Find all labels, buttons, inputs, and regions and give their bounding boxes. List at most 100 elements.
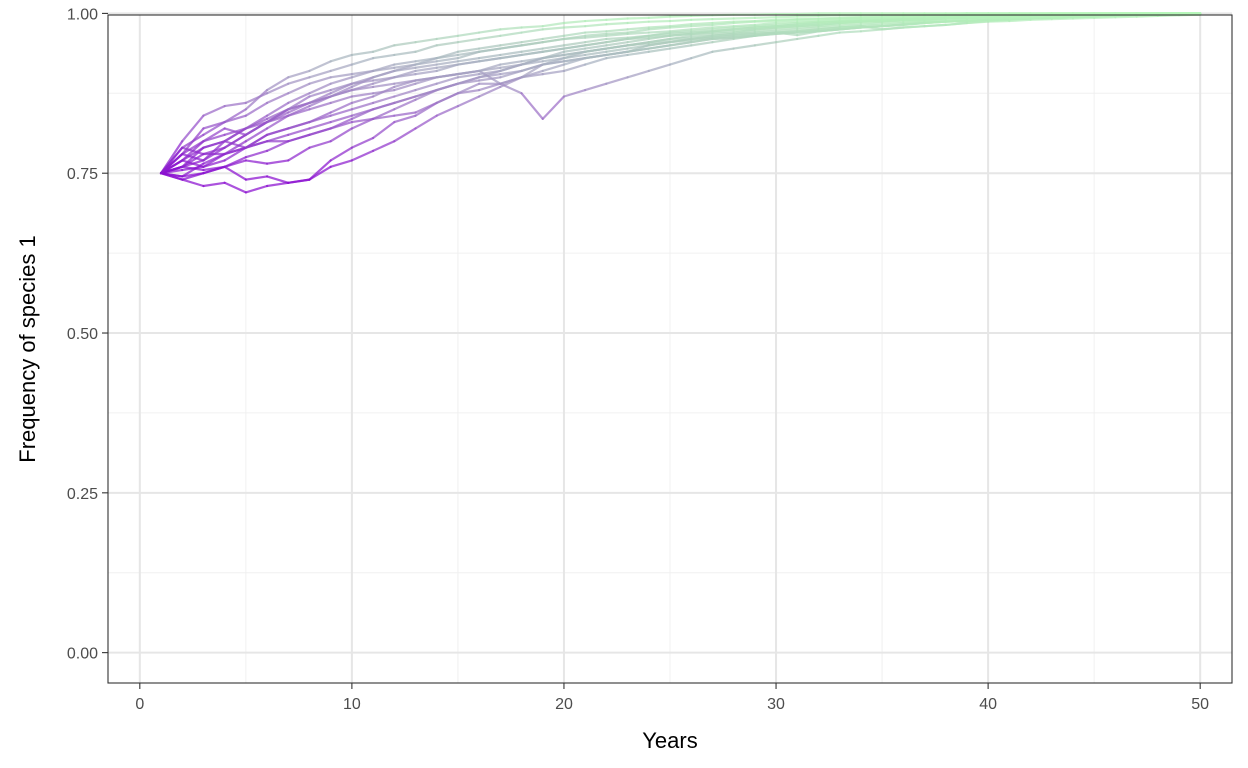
series-segment [902,17,926,21]
series-segment [626,50,650,57]
series-segment [817,28,841,33]
series-segment [711,28,735,33]
series-segment [626,31,650,35]
series-segment [562,41,587,47]
series-segment [605,47,629,53]
series-segment [753,41,778,47]
series-segment [244,159,269,165]
series-segment [1071,16,1096,20]
series-segment [1093,16,1117,19]
series-segment [414,76,438,85]
series-segment [287,95,311,111]
series-segment [202,181,226,188]
series-segment [605,50,629,57]
series-segment [329,117,353,130]
series-segment [350,136,375,149]
series-segment [329,63,353,73]
series-segment [329,101,353,114]
series-segment [499,41,523,47]
series-segment [732,20,756,25]
series-segment [435,57,460,63]
series-segment [902,25,926,29]
series-segment [308,159,332,181]
series-segment [287,120,311,130]
series-segment [668,57,693,66]
series-segment [690,37,714,44]
series-segment [414,101,438,114]
series-segment [244,149,269,159]
series-segment [287,69,311,79]
series-segment [1008,17,1032,21]
series-segment [880,20,905,25]
series-segment [456,76,481,85]
series-segment [223,146,247,156]
series-segment [499,60,523,66]
series-segment [605,37,629,44]
series-segment [1008,16,1032,19]
series-segment [414,44,438,53]
series-segment [181,140,205,156]
series-segment [774,25,799,29]
y-tick-label: 1.00 [67,6,98,23]
series-segment [223,156,247,168]
series-segment [308,92,332,104]
series-segment [774,21,799,27]
series-segment [902,14,926,18]
series-segment [880,23,905,28]
series-segment [690,36,714,42]
series-segment [838,26,862,31]
series-segment [965,20,990,25]
series-segment [414,66,438,73]
series-segment [308,76,332,85]
series-segment [562,31,587,37]
series-segment [584,44,608,50]
series-segment [774,30,799,34]
series-segment [626,41,650,47]
series-segment [435,63,460,69]
series-segment [308,120,332,130]
series-segment [562,53,587,60]
series-segment [435,76,460,85]
series-segment [880,16,905,20]
series-segment [605,31,629,35]
series-segment [499,50,523,57]
series-segment [308,101,332,111]
series-segment [753,19,778,23]
series-segment [414,89,438,98]
series-segment [181,159,205,168]
series-segment [478,28,502,34]
series-segment [159,152,184,175]
series-segment [690,28,714,33]
series-segment [541,44,566,50]
series-segment [414,57,438,66]
series-segment [584,47,608,53]
series-segment [753,31,778,35]
series-segment [478,69,502,76]
series-segment [711,25,735,29]
series-segment [796,14,820,18]
series-segment [668,41,693,47]
series-segment [753,32,778,37]
series-segment [520,28,544,34]
series-segment [605,32,629,37]
series-segment [753,25,778,29]
series-segment [393,50,417,57]
series-segment [265,111,290,124]
series-segment [690,26,714,31]
series-segment [605,44,629,50]
series-segment [456,50,481,57]
series-segment [244,175,269,181]
series-segment [584,53,608,60]
series-segment [562,50,587,57]
series-segment [456,57,481,63]
series-segment [838,25,862,29]
series-segment [690,31,714,35]
series-segment [202,146,226,162]
series-segment [244,133,269,149]
series-segment [817,17,841,21]
series-segment [859,17,884,21]
series-segment [817,21,841,27]
series-segment [562,57,587,63]
series-segment [944,16,969,19]
series-segment [817,25,841,29]
